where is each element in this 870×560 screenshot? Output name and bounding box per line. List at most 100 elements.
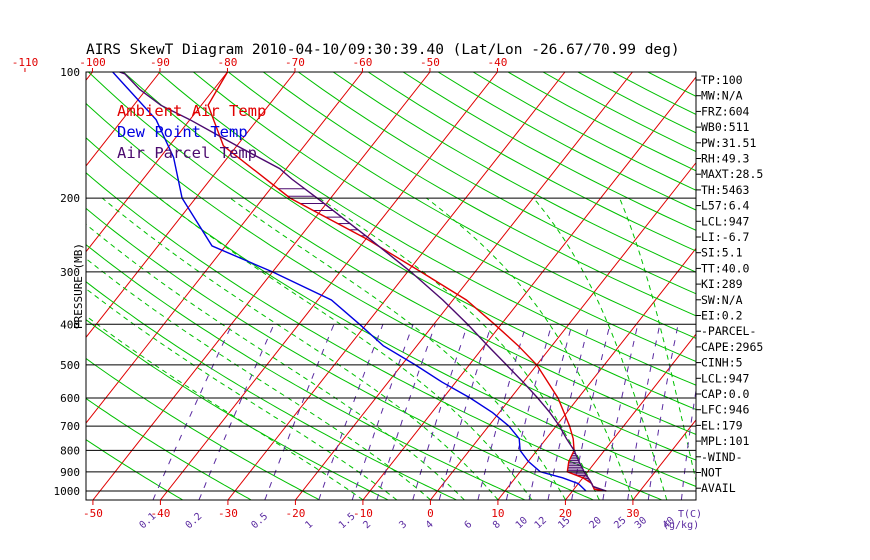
index-label: PW:31.51: [701, 136, 756, 150]
isotherm-line: [160, 72, 498, 500]
bottom-temp-tick-label: 10: [491, 507, 504, 520]
dry-adiabat-line: [123, 72, 696, 411]
dry-adiabat-line: [86, 397, 252, 500]
index-label: LI:-6.7: [701, 230, 750, 244]
dry-adiabat-line: [367, 72, 696, 252]
index-label: LCL:947: [701, 214, 750, 228]
dry-adiabat-line: [507, 72, 696, 172]
plot-frame: [85, 71, 697, 501]
legend-entry: Air Parcel Temp: [117, 144, 257, 162]
y-axis-label: PRESSURE (MB): [72, 243, 85, 329]
legend-entry: Ambient Air Temp: [117, 102, 266, 120]
dry-adiabat-line: [86, 439, 183, 500]
bottom-temp-tick-label: -50: [83, 507, 103, 520]
bottom-temp-tick-label: 20: [559, 507, 572, 520]
index-label: LCL:947: [701, 371, 750, 385]
index-label: RH:49.3: [701, 152, 750, 166]
mixing-ratio-unit: (g/kg): [663, 520, 699, 531]
index-label: L57:6.4: [701, 199, 750, 213]
isotherm-line: [430, 161, 696, 500]
dry-adiabat-line: [86, 172, 662, 500]
bottom-temp-tick-label: -20: [285, 507, 305, 520]
bottom-temp-tick-label: -40: [150, 507, 170, 520]
bottom-axis-unit: T(C): [678, 509, 702, 520]
isotherm-line: [632, 419, 696, 500]
mixing-ratio-line: [152, 324, 233, 500]
top-temp-tick-label: -60: [353, 56, 373, 69]
index-label: EI:0.2: [701, 309, 743, 323]
top-temp-tick-label: -70: [285, 56, 305, 69]
index-label: MAXT:28.5: [701, 167, 763, 181]
isotherm-line: [86, 72, 296, 339]
isotherm-line: [86, 72, 161, 167]
pressure-tick-label: 500: [60, 359, 80, 372]
mixing-ratio-label: 12: [533, 515, 549, 531]
legend-entry: Dew Point Temp: [117, 123, 248, 141]
dry-adiabat-line: [227, 72, 696, 339]
dry-adiabat-line: [86, 357, 320, 500]
index-label: MW:N/A: [701, 89, 743, 103]
series-line-2: [112, 72, 587, 492]
mixing-ratio-label: 3: [397, 519, 409, 531]
pressure-tick-label: 1000: [54, 485, 81, 498]
mixing-ratio-label: 20: [588, 515, 604, 531]
index-label: FRZ:604: [701, 104, 750, 118]
mixing-ratio-label: 0.5: [249, 511, 270, 531]
index-label: SI:5.1: [701, 246, 743, 260]
top-temp-tick-label: -50: [420, 56, 440, 69]
bottom-temp-tick-label: -30: [218, 507, 238, 520]
mixing-ratio-label: 8: [491, 519, 503, 531]
dry-adiabat-line: [332, 72, 696, 273]
moist-adiabat-line: [619, 197, 696, 483]
mixing-ratio-line: [647, 324, 679, 500]
cape-hatching: [278, 188, 601, 490]
series-line-3: [119, 72, 607, 492]
mixing-ratio-label: 10: [514, 515, 530, 531]
moist-adiabat-line: [426, 197, 634, 500]
index-label: TP:100: [701, 73, 743, 87]
top-temp-tick-label: -80: [218, 56, 238, 69]
index-label: TH:5463: [701, 183, 750, 197]
index-label: WB0:511: [701, 120, 750, 134]
dry-adiabat-line: [86, 102, 696, 461]
chart-title: AIRS SkewT Diagram 2010-04-10/09:30:39.4…: [86, 42, 680, 58]
dry-adiabat-line: [263, 72, 696, 317]
index-label: AVAIL: [701, 481, 736, 495]
mixing-ratio-line: [412, 324, 469, 500]
moist-adiabat-line: [101, 197, 499, 500]
dry-adiabat-line: [158, 72, 696, 386]
isotherm-line: [0, 72, 25, 500]
profile-lines: [112, 72, 607, 492]
mixing-ratio-line: [318, 324, 384, 500]
dry-adiabat-line: [193, 72, 696, 363]
isotherm-line: [227, 72, 566, 500]
pressure-tick-label: 700: [60, 420, 80, 433]
moist-adiabat-line: [533, 197, 668, 500]
moist-adiabat-line: [86, 315, 364, 500]
index-label: EL:179: [701, 418, 743, 432]
mixing-ratio-label: 4: [424, 519, 436, 531]
dry-adiabat-line: [86, 137, 696, 487]
pressure-tick-label: 400: [60, 318, 80, 331]
pressure-tick-label: 200: [60, 192, 80, 205]
index-label: CAP:0.0: [701, 387, 750, 401]
isotherm-line: [86, 72, 228, 253]
legend: Ambient Air Temp Dew Point Temp Air Parcel…: [117, 102, 266, 162]
series-line-1: [207, 72, 607, 492]
top-temp-tick-label: -90: [150, 56, 170, 69]
isotherm-line: [92, 72, 431, 500]
dry-adiabat-line: [88, 72, 696, 435]
index-label: LFC:946: [701, 403, 750, 417]
bottom-temp-tick-label: -10: [353, 507, 373, 520]
mixing-ratio-label: 0.2: [184, 511, 205, 531]
mixing-ratio-line: [198, 324, 275, 500]
isotherm-line: [86, 72, 363, 424]
isotherm-line: [295, 72, 633, 500]
isotherm-line: [768, 72, 870, 500]
top-temp-tick-label: -40: [488, 56, 508, 69]
index-label: TT:40.0: [701, 261, 750, 275]
index-label: SW:N/A: [701, 293, 743, 307]
